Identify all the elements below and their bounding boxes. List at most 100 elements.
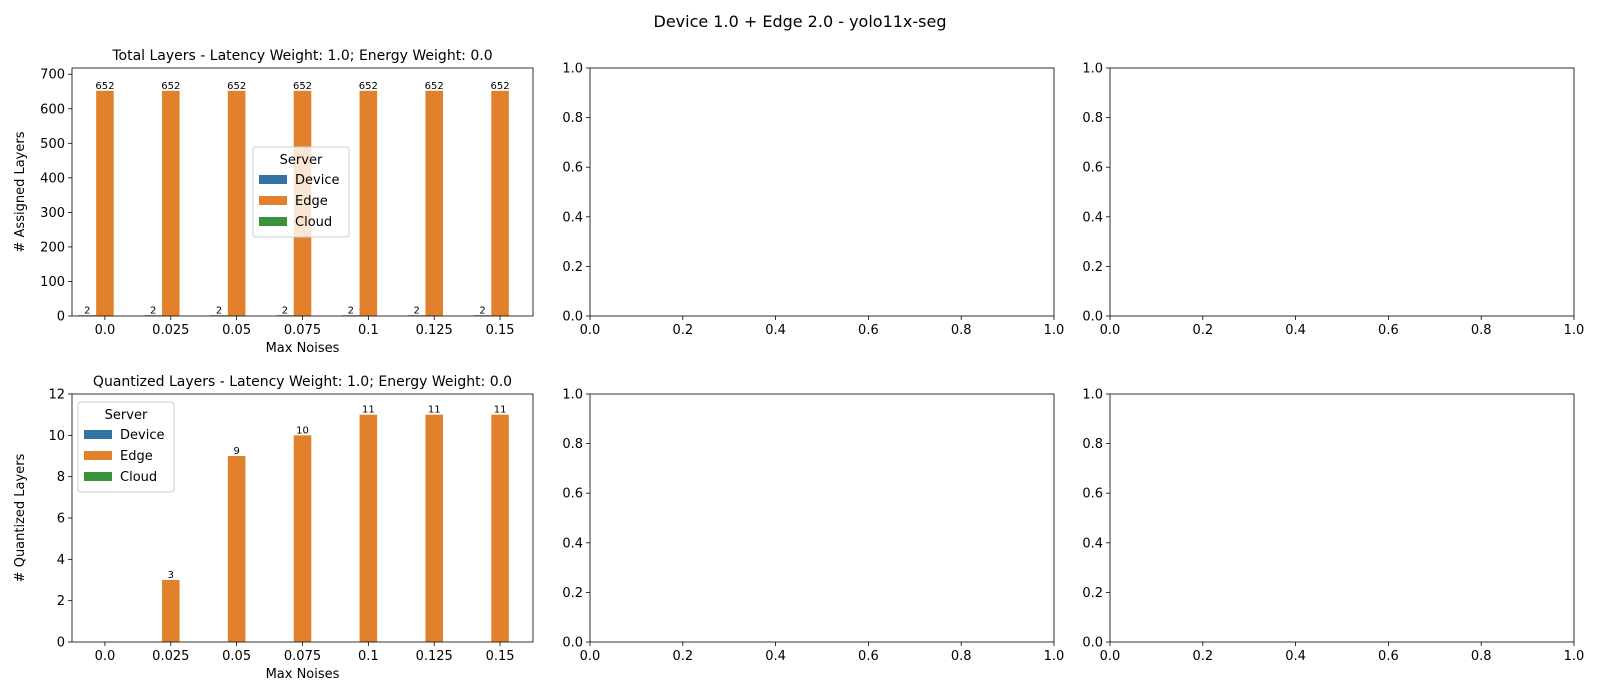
subplot-6: 0.0 0.2 0.4 0.6 0.8 1.0 0.0 0.2 0.4 0.6 0.8 1.0 <box>1082 388 1584 665</box>
x-axis-label: Max Noises <box>266 341 340 356</box>
y-tick-label: 0.2 <box>562 260 583 275</box>
legend-label-device: Device <box>295 173 339 188</box>
bar-value-label: 652 <box>161 81 180 92</box>
x-tick-label: 0.2 <box>1192 649 1213 664</box>
x-tick-label: 0.2 <box>672 323 693 338</box>
bar-edge <box>425 414 443 642</box>
x-tick-label: 0.0 <box>580 323 601 338</box>
y-tick-label: 0.0 <box>1082 636 1103 651</box>
subplot-4: 0 2 4 6 8 10 12 3 9 10 11 11 11 0.0 0.025 0.05 0.075 0.1 0… <box>13 374 534 682</box>
bar-value-label: 10 <box>296 425 309 436</box>
legend-swatch-edge <box>259 196 287 205</box>
bar-value-label: 652 <box>95 81 114 92</box>
y-tick-label: 0.0 <box>562 636 583 651</box>
bar-value-label: 11 <box>494 405 507 416</box>
x-tick-label: 0.1 <box>358 649 379 664</box>
y-tick-label: 0.4 <box>1082 210 1103 225</box>
x-tick-label: 1.0 <box>1564 649 1585 664</box>
y-tick-label: 0.4 <box>562 210 583 225</box>
x-tick-label: 0.075 <box>284 323 321 338</box>
bar-edge <box>227 90 246 316</box>
axes-frame <box>1109 393 1575 643</box>
y-tick-label: 0.6 <box>1082 161 1103 176</box>
x-tick-label: 0.8 <box>1471 649 1492 664</box>
legend-title: Server <box>105 408 148 423</box>
y-tick-label: 1.0 <box>562 62 583 77</box>
axes-frame <box>1109 67 1575 317</box>
y-tick-label: 300 <box>40 206 65 221</box>
legend-label-cloud: Cloud <box>120 470 157 485</box>
x-tick-label: 0.0 <box>95 323 116 338</box>
bar-value-label: 9 <box>233 446 239 457</box>
bar-edge <box>293 435 312 642</box>
bar-value-label: 2 <box>216 305 222 316</box>
x-tick-label: 0.8 <box>1471 323 1492 338</box>
legend-label-edge: Edge <box>295 194 328 209</box>
subplot-3: 0.0 0.2 0.4 0.6 0.8 1.0 0.0 0.2 0.4 0.6 0.8 1.0 <box>1082 62 1584 339</box>
y-tick-label: 0.8 <box>562 437 583 452</box>
y-tick-label: 200 <box>40 240 65 255</box>
y-tick-label: 0.6 <box>562 487 583 502</box>
y-tick-label: 0.6 <box>562 161 583 176</box>
x-tick-label: 1.0 <box>1044 649 1065 664</box>
x-tick-label: 0.125 <box>416 649 453 664</box>
legend: Server Device Edge Cloud <box>77 401 175 493</box>
y-tick-label: 500 <box>40 137 65 152</box>
figure-title: Device 1.0 + Edge 2.0 - yolo11x-seg <box>654 12 947 31</box>
subplot-5: 0.0 0.2 0.4 0.6 0.8 1.0 0.0 0.2 0.4 0.6 0.8 1.0 <box>562 388 1064 665</box>
y-axis-label: # Quantized Layers <box>13 453 28 582</box>
bar-value-label: 652 <box>425 81 444 92</box>
y-tick-label: 12 <box>48 388 65 403</box>
legend-swatch-device <box>84 430 112 439</box>
y-tick-label: 700 <box>40 68 65 83</box>
axes-title: Quantized Layers - Latency Weight: 1.0; … <box>93 374 512 390</box>
x-tick-label: 0.125 <box>416 323 453 338</box>
axes-frame <box>589 393 1055 643</box>
x-tick-label: 0.6 <box>858 323 879 338</box>
bar-value-label: 652 <box>293 81 312 92</box>
y-axis-label: # Assigned Layers <box>13 131 28 252</box>
x-tick-label: 0.0 <box>580 649 601 664</box>
x-tick-label: 0.0 <box>1100 649 1121 664</box>
legend-swatch-cloud <box>259 217 287 226</box>
y-tick-label: 0.2 <box>562 586 583 601</box>
axes-frame <box>71 67 534 317</box>
x-tick-label: 0.2 <box>1192 323 1213 338</box>
axes-frame <box>589 67 1055 317</box>
axes-title: Total Layers - Latency Weight: 1.0; Ener… <box>111 48 492 64</box>
legend-swatch-cloud <box>84 472 112 481</box>
y-tick-label: 2 <box>57 594 65 609</box>
axes-frame <box>71 393 534 643</box>
y-tick-label: 100 <box>40 275 65 290</box>
legend-frame <box>252 146 350 238</box>
x-axis-label: Max Noises <box>266 667 340 682</box>
legend-frame <box>77 401 175 493</box>
bar-value-label: 2 <box>150 305 156 316</box>
x-tick-label: 0.8 <box>951 649 972 664</box>
x-tick-label: 0.025 <box>152 323 189 338</box>
bar-edge <box>491 414 509 642</box>
x-tick-label: 0.4 <box>765 649 786 664</box>
x-tick-label: 0.05 <box>222 649 251 664</box>
y-tick-label: 0.8 <box>1082 437 1103 452</box>
bar-value-label: 11 <box>362 405 375 416</box>
bar-value-label: 652 <box>359 81 378 92</box>
x-tick-label: 0.4 <box>1285 323 1306 338</box>
subplot-2: 0.0 0.2 0.4 0.6 0.8 1.0 0.0 0.2 0.4 0.6 0.8 1.0 <box>562 62 1064 339</box>
legend-label-edge: Edge <box>120 449 153 464</box>
subplot-1: 0 100 200 300 400 500 600 700 2 2 2 2 2 2 2 652 652 652 65… <box>13 48 534 356</box>
y-tick-label: 1.0 <box>1082 62 1103 77</box>
y-tick-label: 0.6 <box>1082 487 1103 502</box>
y-tick-label: 0.8 <box>562 111 583 126</box>
bar-value-label: 11 <box>428 405 441 416</box>
y-tick-label: 1.0 <box>562 388 583 403</box>
x-tick-label: 0.15 <box>486 323 515 338</box>
y-tick-label: 8 <box>57 470 65 485</box>
y-tick-label: 0 <box>57 636 65 651</box>
x-tick-label: 0.8 <box>951 323 972 338</box>
x-tick-label: 1.0 <box>1044 323 1065 338</box>
x-tick-label: 0.1 <box>358 323 379 338</box>
x-tick-label: 0.4 <box>1285 649 1306 664</box>
y-tick-label: 4 <box>57 553 65 568</box>
